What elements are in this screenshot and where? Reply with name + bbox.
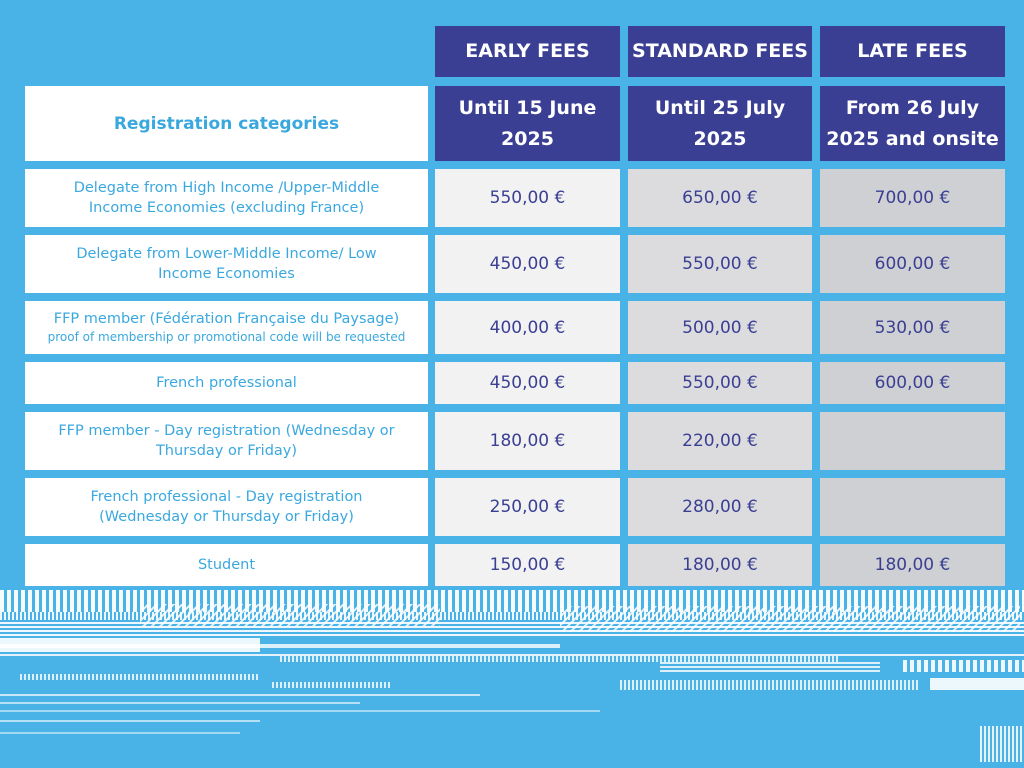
standard-fee-cell: 550,00 € [628, 362, 812, 404]
table-row-category: FFP member - Day registration (Wednesday… [25, 412, 428, 470]
early-fee-cell: 250,00 € [435, 478, 620, 536]
early-deadline-header: Until 15 June 2025 [435, 86, 620, 161]
early-fee-cell: 550,00 € [435, 169, 620, 227]
table-row-category: FFP member (Fédération Française du Pays… [25, 301, 428, 354]
table-row-category: Student [25, 544, 428, 586]
table-row-category: French professional - Day registration (… [25, 478, 428, 536]
category-note: proof of membership or promotional code … [47, 330, 406, 344]
early-deadline-line1: Until 15 June [458, 96, 597, 119]
category-line: Student [197, 557, 256, 573]
late-deadline-header: From 26 July 2025 and onsite [820, 86, 1005, 161]
late-deadline-line2: 2025 and onsite [826, 127, 999, 150]
late-fee-cell: 600,00 € [820, 362, 1005, 404]
header-standard-fees: STANDARD FEES [628, 26, 812, 77]
standard-deadline-header: Until 25 July 2025 [628, 86, 812, 161]
early-fee-cell: 400,00 € [435, 301, 620, 354]
header-early-label: EARLY FEES [465, 40, 590, 62]
category-line: FFP member (Fédération Française du Pays… [53, 311, 400, 327]
category-line: Income Economies (excluding France) [88, 200, 365, 216]
category-line: Thursday or Friday) [155, 443, 298, 459]
decorative-stripes [0, 590, 1024, 762]
late-fee-cell: 600,00 € [820, 235, 1005, 293]
early-fee-cell: 450,00 € [435, 235, 620, 293]
standard-deadline-line1: Until 25 July [654, 96, 786, 119]
early-fee-cell: 450,00 € [435, 362, 620, 404]
table-row-category: Delegate from High Income /Upper-Middle … [25, 169, 428, 227]
category-line: FFP member - Day registration (Wednesday… [58, 423, 395, 439]
late-fee-cell [820, 478, 1005, 536]
registration-categories-label: Registration categories [113, 113, 340, 134]
category-line: French professional - Day registration [90, 489, 363, 505]
category-line: (Wednesday or Thursday or Friday) [99, 509, 354, 525]
category-line: French professional [156, 375, 297, 391]
header-early-fees: EARLY FEES [435, 26, 620, 77]
standard-fee-cell: 500,00 € [628, 301, 812, 354]
early-fee-cell: 180,00 € [435, 412, 620, 470]
registration-categories-header: Registration categories [25, 86, 428, 161]
late-fee-cell: 180,00 € [820, 544, 1005, 586]
standard-deadline-line2: 2025 [693, 127, 747, 150]
late-deadline-line1: From 26 July [845, 96, 980, 119]
standard-fee-cell: 180,00 € [628, 544, 812, 586]
late-fee-cell: 700,00 € [820, 169, 1005, 227]
header-late-label: LATE FEES [857, 40, 968, 62]
standard-fee-cell: 550,00 € [628, 235, 812, 293]
standard-fee-cell: 280,00 € [628, 478, 812, 536]
table-row-category: French professional [25, 362, 428, 404]
category-line: Delegate from High Income /Upper-Middle [73, 180, 380, 196]
category-line: Delegate from Lower-Middle Income/ Low [76, 246, 377, 262]
category-line: Income Economies [158, 266, 295, 282]
late-fee-cell [820, 412, 1005, 470]
header-late-fees: LATE FEES [820, 26, 1005, 77]
header-standard-label: STANDARD FEES [632, 40, 808, 62]
standard-fee-cell: 220,00 € [628, 412, 812, 470]
standard-fee-cell: 650,00 € [628, 169, 812, 227]
early-deadline-line2: 2025 [501, 127, 554, 150]
late-fee-cell: 530,00 € [820, 301, 1005, 354]
table-row-category: Delegate from Lower-Middle Income/ Low I… [25, 235, 428, 293]
early-fee-cell: 150,00 € [435, 544, 620, 586]
